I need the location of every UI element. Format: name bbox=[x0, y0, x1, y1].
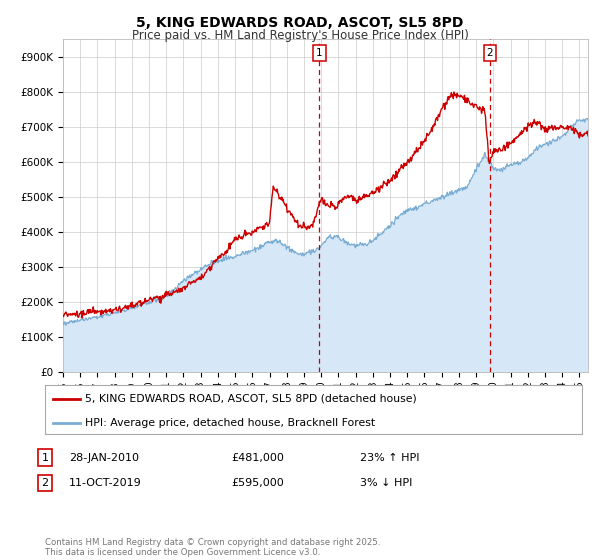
Text: 5, KING EDWARDS ROAD, ASCOT, SL5 8PD: 5, KING EDWARDS ROAD, ASCOT, SL5 8PD bbox=[136, 16, 464, 30]
Text: HPI: Average price, detached house, Bracknell Forest: HPI: Average price, detached house, Brac… bbox=[85, 418, 376, 428]
Text: 1: 1 bbox=[316, 48, 323, 58]
Text: 28-JAN-2010: 28-JAN-2010 bbox=[69, 452, 139, 463]
Text: 3% ↓ HPI: 3% ↓ HPI bbox=[360, 478, 412, 488]
Text: £481,000: £481,000 bbox=[231, 452, 284, 463]
Text: 1: 1 bbox=[41, 452, 49, 463]
Text: 2: 2 bbox=[487, 48, 493, 58]
Text: 2: 2 bbox=[41, 478, 49, 488]
Text: £595,000: £595,000 bbox=[231, 478, 284, 488]
Text: 5, KING EDWARDS ROAD, ASCOT, SL5 8PD (detached house): 5, KING EDWARDS ROAD, ASCOT, SL5 8PD (de… bbox=[85, 394, 417, 404]
Text: Contains HM Land Registry data © Crown copyright and database right 2025.
This d: Contains HM Land Registry data © Crown c… bbox=[45, 538, 380, 557]
Text: 11-OCT-2019: 11-OCT-2019 bbox=[69, 478, 142, 488]
Text: 23% ↑ HPI: 23% ↑ HPI bbox=[360, 452, 419, 463]
Text: Price paid vs. HM Land Registry's House Price Index (HPI): Price paid vs. HM Land Registry's House … bbox=[131, 29, 469, 42]
